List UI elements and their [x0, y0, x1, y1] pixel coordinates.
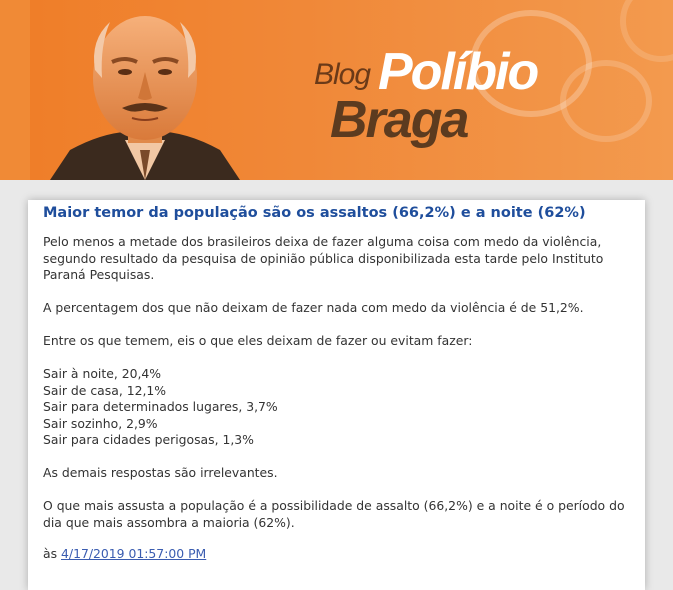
logo-blog-word: Blog — [314, 58, 371, 91]
list-item: Sair sozinho, 2,9% — [43, 415, 158, 431]
author-portrait — [50, 16, 240, 180]
post-timestamp-link[interactable]: 4/17/2019 01:57:00 PM — [61, 546, 207, 561]
list-item: Sair de casa, 12,1% — [43, 382, 167, 398]
list-item: Sair para determinados lugares, 3,7% — [43, 399, 278, 414]
header-left-strip — [0, 0, 30, 180]
list-item: Sair à noite, 20,4% — [43, 366, 162, 381]
footer-prefix: às — [43, 546, 58, 561]
post-paragraph: Pelo menos a metade dos brasileiros deix… — [43, 234, 604, 282]
post-paragraph: O que mais assusta a população é a possi… — [43, 498, 625, 530]
speech-bubble-icon — [560, 60, 652, 142]
post-paragraph: A percentagem dos que não deixam de faze… — [43, 300, 584, 315]
post-paragraph: As demais respostas são irrelevantes. — [43, 465, 278, 480]
blog-header[interactable]: Blog Políbio Braga — [0, 0, 673, 180]
blog-post: Maior temor da população são os assaltos… — [28, 200, 645, 590]
logo-name-last: Braga — [330, 91, 469, 149]
list-item: Sair para cidades perigosas, 1,3% — [43, 432, 254, 447]
speech-bubble-icon — [620, 0, 673, 62]
post-paragraph: Entre os que temem, eis o que eles deixa… — [43, 333, 473, 348]
results-list: Sair à noite, 20,4% Sair de casa, 12,1% … — [43, 366, 633, 449]
post-body: Pelo menos a metade dos brasileiros deix… — [43, 234, 633, 548]
logo-name-first: Políbio — [378, 43, 539, 101]
post-footer: às 4/17/2019 01:57:00 PM — [43, 546, 206, 561]
post-title[interactable]: Maior temor da população são os assaltos… — [43, 205, 586, 221]
